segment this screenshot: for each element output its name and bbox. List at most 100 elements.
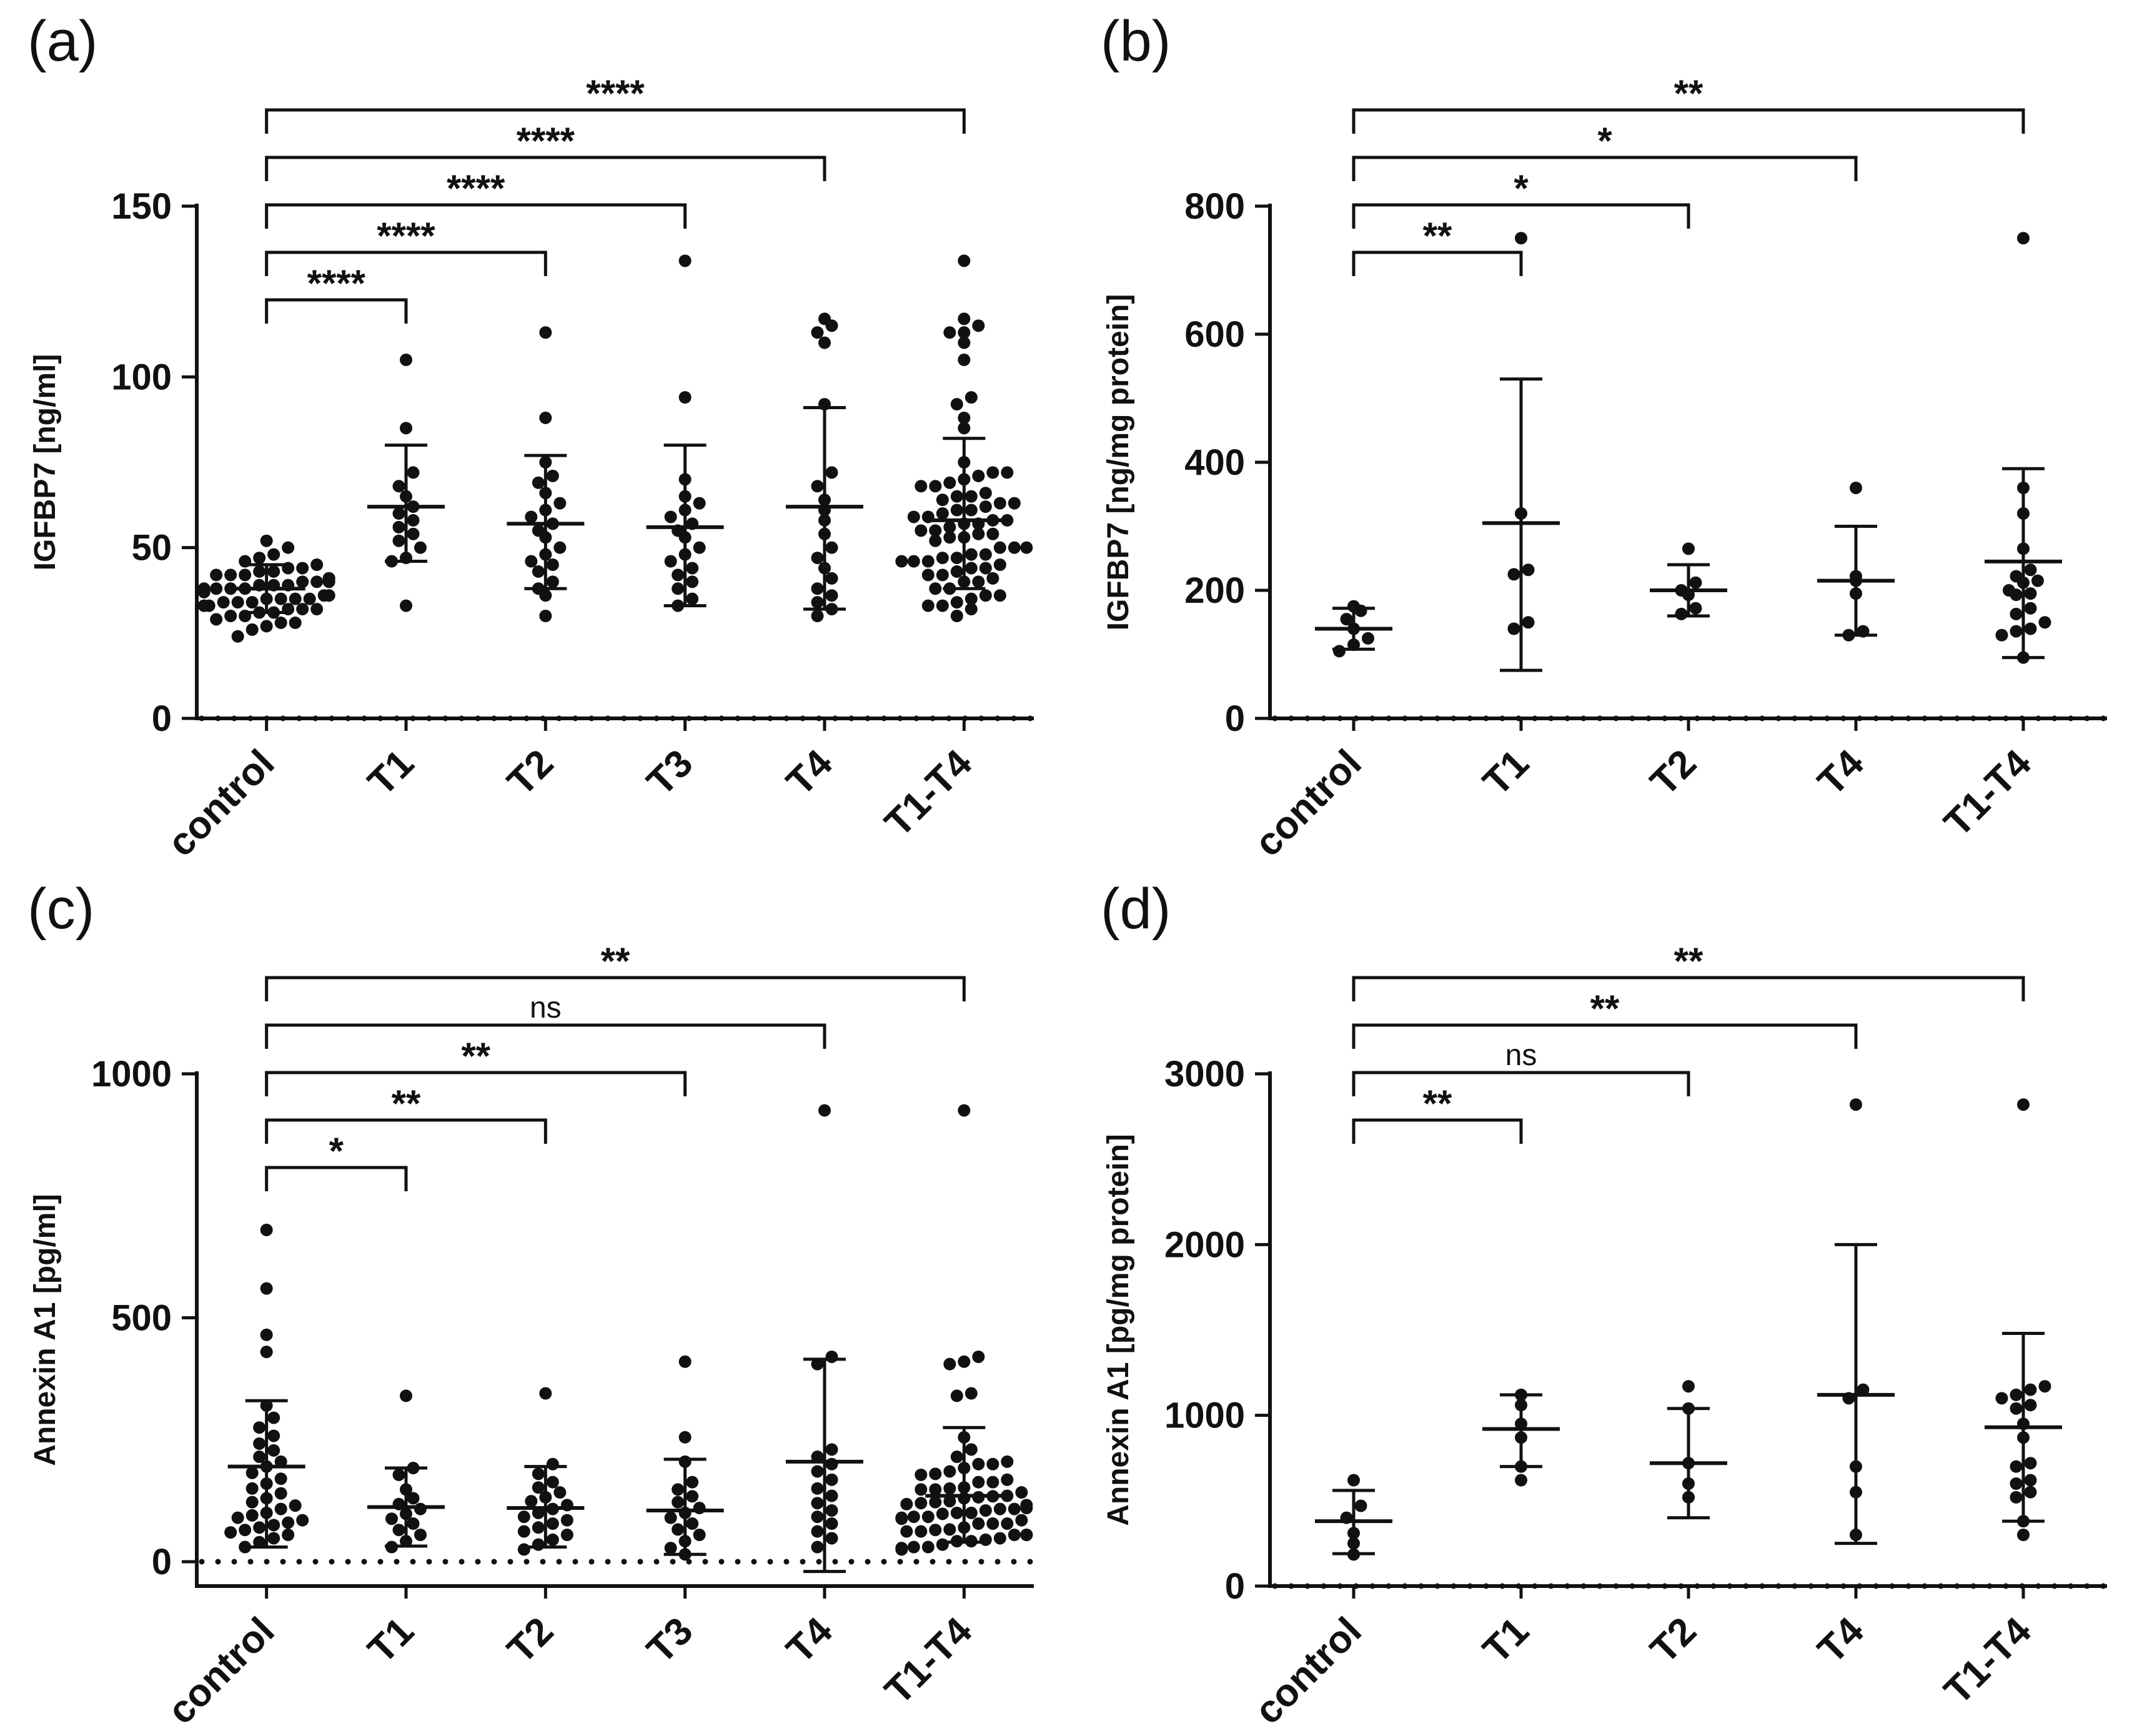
panel-a: (a) 0 50 100 150 IGFBP7 [ng/ml] control T1 T2 T3…: [0, 0, 1073, 868]
data-point: [392, 507, 405, 520]
data-point: [546, 558, 559, 571]
data-point: [958, 1104, 971, 1117]
x-category-label: control: [159, 1609, 282, 1732]
data-point: [811, 582, 824, 595]
data-point: [672, 1495, 685, 1509]
data-point: [532, 1538, 545, 1551]
data-point: [202, 599, 216, 612]
x-category-label: T2: [1642, 742, 1705, 804]
data-point: [303, 592, 316, 605]
data-point: [958, 422, 971, 435]
data-point: [253, 552, 266, 565]
data-point: [1354, 1499, 1367, 1512]
data-point: [672, 1523, 685, 1536]
panel-c-chart: 0 500 1000 Annexin A1 [pg/ml] control T1 T2 T3 T…: [29, 940, 1037, 1732]
significance-bracket: [265, 250, 547, 276]
data-point: [972, 1517, 985, 1530]
data-point: [1522, 563, 1535, 577]
data-point: [289, 616, 302, 629]
data-point: [1850, 482, 1862, 494]
data-point: [282, 541, 295, 554]
data-point: [915, 524, 928, 537]
data-point: [2024, 1457, 2037, 1470]
x-category-label: control: [1247, 742, 1370, 865]
x-category-label: T1: [1475, 742, 1537, 804]
data-point: [907, 510, 920, 523]
data-point: [1507, 622, 1520, 635]
data-point: [1682, 542, 1695, 555]
data-point: [532, 1467, 545, 1481]
significance-label: ****: [517, 120, 575, 162]
data-point: [1015, 1514, 1028, 1527]
y-tick-label: 0: [1225, 1566, 1245, 1607]
data-point: [811, 1497, 824, 1510]
data-point: [245, 1466, 259, 1479]
data-point: [972, 469, 985, 482]
data-point: [900, 1497, 913, 1510]
data-point: [964, 391, 978, 404]
data-point: [296, 575, 309, 588]
data-point: [400, 599, 412, 612]
data-point: [943, 531, 956, 544]
data-point: [972, 1457, 985, 1471]
data-point: [825, 1517, 838, 1530]
data-point: [289, 592, 302, 605]
data-point: [539, 610, 552, 622]
data-point: [239, 568, 252, 582]
data-point: [532, 1521, 545, 1534]
data-point: [929, 534, 942, 547]
data-point: [811, 610, 824, 622]
data-point: [964, 548, 978, 561]
significance-bracket: [265, 108, 966, 134]
data-point: [231, 630, 244, 643]
data-point: [986, 527, 999, 540]
data-point: [392, 520, 405, 533]
data-point: [818, 1104, 831, 1117]
data-point: [895, 1542, 908, 1555]
data-point: [929, 480, 942, 493]
data-point: [1507, 568, 1520, 581]
data-point: [979, 548, 992, 561]
y-tick-label: 200: [1184, 570, 1245, 611]
data-point: [825, 1532, 838, 1545]
data-point: [936, 1538, 949, 1551]
data-point: [400, 1389, 412, 1402]
data-point: [950, 596, 963, 609]
significance-bracket: [265, 203, 687, 229]
data-point: [1008, 1502, 1021, 1515]
data-point: [1001, 1517, 1014, 1530]
data-point: [400, 422, 412, 435]
data-point: [2010, 1490, 2023, 1504]
data-point: [929, 1524, 942, 1537]
data-point: [921, 599, 935, 612]
significance-bracket: [1352, 203, 1690, 229]
data-point: [253, 1437, 266, 1450]
data-point: [693, 1502, 706, 1515]
significance-bracket: [265, 156, 826, 181]
data-point: [915, 1483, 928, 1496]
data-point: [282, 1516, 295, 1529]
data-point: [686, 562, 699, 575]
x-category-label: T1-T4: [1936, 742, 2040, 845]
data-point: [811, 596, 824, 609]
data-point: [921, 568, 935, 582]
x-category-label: T3: [639, 1609, 702, 1672]
data-point: [958, 312, 971, 325]
panel-a-label: (a): [27, 9, 98, 73]
data-point: [825, 1489, 838, 1502]
data-point: [296, 1514, 309, 1527]
data-point: [825, 1443, 838, 1456]
data-point: [811, 1482, 824, 1495]
data-point: [553, 497, 567, 510]
data-point: [532, 476, 545, 489]
data-point: [2003, 584, 2015, 597]
data-point: [915, 1525, 928, 1538]
data-point: [950, 565, 963, 578]
data-point: [260, 1346, 273, 1359]
data-point: [958, 411, 971, 424]
data-point: [239, 1524, 252, 1537]
data-point: [964, 592, 978, 605]
panel-c-label: (c): [27, 877, 95, 941]
data-point: [900, 1525, 913, 1538]
